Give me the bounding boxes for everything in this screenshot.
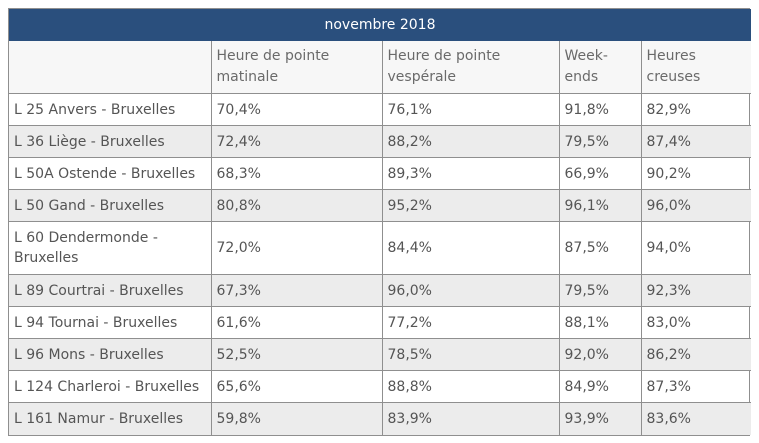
table-row: L 96 Mons - Bruxelles 52,5% 78,5% 92,0% … (9, 338, 751, 371)
value-cell: 88,8% (382, 370, 560, 403)
table-title: novembre 2018 (9, 9, 751, 41)
value-cell: 84,9% (559, 370, 642, 403)
value-cell: 96,0% (382, 274, 560, 307)
line-name-cell: L 50 Gand - Bruxelles (9, 189, 212, 222)
header-off-peak: Heures creuses (641, 40, 751, 94)
value-cell: 95,2% (382, 189, 560, 222)
value-cell: 87,5% (559, 221, 642, 275)
line-name-cell: L 50A Ostende - Bruxelles (9, 157, 212, 190)
value-cell: 68,3% (211, 157, 383, 190)
value-cell: 90,2% (641, 157, 751, 190)
value-cell: 92,0% (559, 338, 642, 371)
table-row: L 161 Namur - Bruxelles 59,8% 83,9% 93,9… (9, 402, 751, 435)
value-cell: 72,4% (211, 125, 383, 158)
value-cell: 88,1% (559, 306, 642, 339)
table-row: L 89 Courtrai - Bruxelles 67,3% 96,0% 79… (9, 274, 751, 307)
value-cell: 59,8% (211, 402, 383, 435)
header-row: Heure de pointe matinale Heure de pointe… (9, 40, 751, 94)
table-row: L 25 Anvers - Bruxelles 70,4% 76,1% 91,8… (9, 93, 751, 126)
value-cell: 91,8% (559, 93, 642, 126)
value-cell: 76,1% (382, 93, 560, 126)
value-cell: 96,0% (641, 189, 751, 222)
value-cell: 96,1% (559, 189, 642, 222)
line-name-cell: L 25 Anvers - Bruxelles (9, 93, 212, 126)
value-cell: 84,4% (382, 221, 560, 275)
value-cell: 79,5% (559, 274, 642, 307)
value-cell: 61,6% (211, 306, 383, 339)
value-cell: 89,3% (382, 157, 560, 190)
header-morning-peak: Heure de pointe matinale (211, 40, 383, 94)
value-cell: 67,3% (211, 274, 383, 307)
table-row: L 50 Gand - Bruxelles 80,8% 95,2% 96,1% … (9, 189, 751, 222)
table-row: L 36 Liège - Bruxelles 72,4% 88,2% 79,5%… (9, 125, 751, 158)
punctuality-table-container: novembre 2018 Heure de pointe matinale H… (8, 8, 751, 436)
table-row: L 60 Dendermonde - Bruxelles 72,0% 84,4%… (9, 221, 751, 275)
header-weekends: Week-ends (559, 40, 642, 94)
value-cell: 94,0% (641, 221, 751, 275)
value-cell: 83,0% (641, 306, 751, 339)
line-name-cell: L 96 Mons - Bruxelles (9, 338, 212, 371)
value-cell: 65,6% (211, 370, 383, 403)
table-row: L 124 Charleroi - Bruxelles 65,6% 88,8% … (9, 370, 751, 403)
table-row: L 94 Tournai - Bruxelles 61,6% 77,2% 88,… (9, 306, 751, 339)
header-evening-peak: Heure de pointe vespérale (382, 40, 560, 94)
line-name-cell: L 60 Dendermonde - Bruxelles (9, 221, 212, 275)
value-cell: 66,9% (559, 157, 642, 190)
table-row: L 50A Ostende - Bruxelles 68,3% 89,3% 66… (9, 157, 751, 190)
line-name-cell: L 36 Liège - Bruxelles (9, 125, 212, 158)
value-cell: 92,3% (641, 274, 751, 307)
punctuality-table: novembre 2018 Heure de pointe matinale H… (9, 9, 751, 435)
value-cell: 77,2% (382, 306, 560, 339)
value-cell: 86,2% (641, 338, 751, 371)
value-cell: 87,4% (641, 125, 751, 158)
line-name-cell: L 161 Namur - Bruxelles (9, 402, 212, 435)
value-cell: 83,9% (382, 402, 560, 435)
header-line (9, 40, 212, 94)
value-cell: 79,5% (559, 125, 642, 158)
value-cell: 93,9% (559, 402, 642, 435)
value-cell: 87,3% (641, 370, 751, 403)
line-name-cell: L 124 Charleroi - Bruxelles (9, 370, 212, 403)
value-cell: 78,5% (382, 338, 560, 371)
line-name-cell: L 89 Courtrai - Bruxelles (9, 274, 212, 307)
value-cell: 72,0% (211, 221, 383, 275)
value-cell: 83,6% (641, 402, 751, 435)
line-name-cell: L 94 Tournai - Bruxelles (9, 306, 212, 339)
value-cell: 80,8% (211, 189, 383, 222)
value-cell: 52,5% (211, 338, 383, 371)
value-cell: 88,2% (382, 125, 560, 158)
value-cell: 70,4% (211, 93, 383, 126)
value-cell: 82,9% (641, 93, 751, 126)
